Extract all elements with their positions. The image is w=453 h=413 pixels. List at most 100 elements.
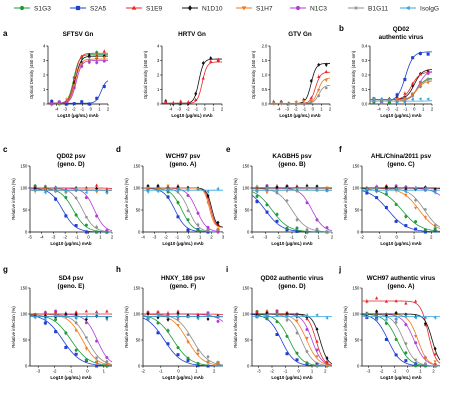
series-line (143, 187, 224, 228)
series (29, 183, 113, 235)
y-tick-label: 3 (43, 58, 46, 63)
series (251, 195, 333, 234)
x-tick-label: -1 (159, 369, 163, 374)
data-point (404, 342, 408, 345)
data-point (295, 351, 299, 355)
data-point (404, 301, 408, 305)
data-point (105, 317, 109, 321)
x-tick-label: -3 (177, 107, 181, 112)
data-point (315, 348, 319, 352)
y-tick-label: 1 (157, 87, 160, 92)
series-line (30, 313, 113, 363)
data-point (84, 309, 89, 313)
data-point (433, 224, 437, 227)
x-tick-label: -1 (377, 235, 381, 240)
x-tick-label: 2 (221, 107, 224, 112)
x-tick-label: -4 (40, 235, 44, 240)
data-point (285, 314, 289, 318)
data-point (206, 190, 210, 194)
y-tick-label: 100 (352, 312, 360, 317)
data-point (216, 227, 220, 231)
y-tick-label: 50 (245, 208, 250, 213)
data-point (176, 190, 180, 194)
data-point (216, 220, 220, 225)
series (361, 190, 441, 234)
data-point (206, 201, 210, 205)
data-point (394, 338, 398, 342)
data-point (418, 52, 422, 56)
y-tick-label: 150 (20, 164, 28, 169)
x-tick-label: 2 (432, 369, 435, 374)
x-axis-label: Log10 (μg/mL) mAb (271, 375, 313, 380)
chart-panel: d WCH97 psv(geno. A) 0 50 100 150 -4 -3 -2 -1 0 1 2 3… (116, 145, 225, 246)
data-point (315, 339, 319, 343)
data-point (105, 364, 109, 368)
series-line (270, 71, 331, 104)
y-axis-label: Optical Density (450 nm) (351, 50, 356, 99)
series (370, 69, 433, 102)
x-tick-label: -3 (52, 235, 56, 240)
data-point (384, 185, 388, 190)
data-point (196, 352, 200, 356)
data-point (166, 184, 170, 188)
data-point (394, 353, 398, 357)
x-tick-label: 2 (213, 369, 216, 374)
series-line (361, 188, 441, 232)
data-point (325, 364, 329, 368)
panel-subtitle: (geno. A) (387, 283, 414, 290)
panel-title: WCH97 authentic virus (367, 275, 436, 282)
chart-panel: h HNXY_186 psv(geno. F) 0 50 100 150 -2 -1 0 1 2 Lo… (116, 265, 224, 380)
series (162, 56, 222, 107)
series-line (143, 187, 224, 228)
x-tick-label: 2 (331, 235, 334, 240)
data-point (216, 314, 220, 319)
legend-marker (19, 5, 25, 11)
data-point (423, 216, 428, 220)
data-point (54, 330, 58, 334)
y-tick-label: 0.0 (262, 102, 268, 107)
series (361, 312, 441, 368)
data-point (265, 313, 269, 317)
series (252, 185, 332, 194)
data-point (285, 310, 289, 314)
data-point (64, 345, 68, 349)
data-point (94, 361, 99, 365)
data-point (87, 53, 91, 57)
x-tick-label: 1 (320, 107, 323, 112)
series-line (48, 60, 108, 104)
data-point (305, 185, 309, 190)
data-point (206, 360, 210, 364)
y-tick-label: 100 (352, 186, 360, 191)
y-tick-label: 0 (25, 364, 28, 369)
series-line (251, 191, 333, 233)
data-point (95, 56, 99, 60)
data-point (186, 187, 190, 191)
series (142, 315, 224, 367)
panel-subtitle: authentic virus (379, 34, 424, 41)
data-point (74, 187, 78, 191)
data-point (305, 184, 309, 188)
data-point (94, 312, 98, 316)
series (270, 77, 331, 106)
data-point (176, 309, 180, 313)
x-tick-label: -1 (290, 235, 294, 240)
data-point (411, 56, 415, 60)
data-point (423, 357, 428, 361)
panel-letter: f (339, 145, 342, 154)
data-point (95, 230, 99, 234)
data-point (315, 187, 319, 191)
data-point (413, 206, 418, 210)
data-point (295, 331, 299, 335)
data-point (426, 97, 430, 101)
data-point (74, 196, 78, 200)
data-point (413, 299, 418, 303)
legend-label: N1D10 (202, 5, 223, 12)
x-tick-label: 0 (413, 107, 416, 112)
data-point (404, 323, 408, 327)
data-point (64, 189, 68, 193)
data-point (54, 197, 58, 201)
panel-title: KAGBH5 psv (272, 153, 312, 160)
